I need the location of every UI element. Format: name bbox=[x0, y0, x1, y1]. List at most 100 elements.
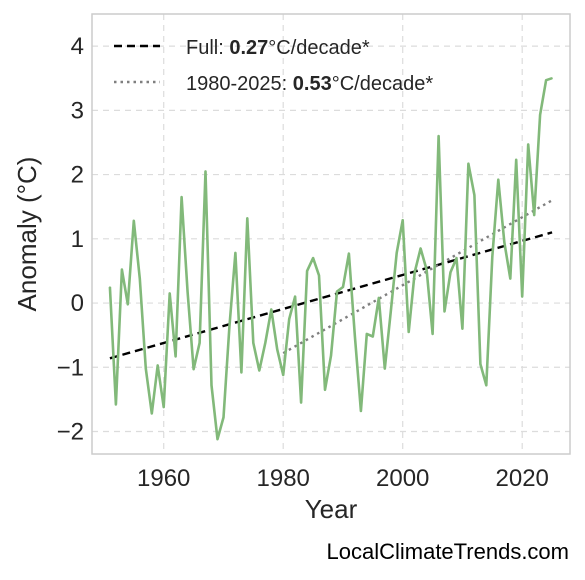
x-tick-label: 1980 bbox=[257, 465, 310, 492]
data-point bbox=[174, 355, 177, 358]
data-point bbox=[139, 277, 141, 280]
data-point bbox=[533, 214, 535, 216]
legend-label-full: Full: 0.27°C/decade* bbox=[186, 37, 370, 59]
data-point bbox=[509, 277, 512, 280]
legend: Full: 0.27°C/decade* 1980-2025: 0.53°C/d… bbox=[114, 37, 433, 95]
data-point bbox=[485, 384, 488, 387]
data-point bbox=[443, 310, 446, 313]
data-point bbox=[413, 271, 416, 274]
data-point bbox=[282, 374, 285, 376]
data-point bbox=[348, 252, 350, 255]
data-series bbox=[108, 76, 553, 441]
data-point bbox=[360, 410, 362, 412]
data-point bbox=[276, 348, 279, 351]
data-point bbox=[395, 252, 398, 254]
data-point bbox=[306, 270, 308, 272]
data-point bbox=[378, 297, 380, 299]
data-point bbox=[198, 342, 201, 344]
data-point bbox=[264, 342, 267, 344]
y-tick-label: 4 bbox=[71, 33, 84, 60]
legend-recent-value: 0.53 bbox=[293, 73, 332, 95]
data-point bbox=[258, 369, 261, 372]
tick-labels: 1960 1980 2000 2020 −2 −1 0 1 2 3 4 bbox=[57, 33, 549, 492]
x-tick-label: 2000 bbox=[376, 465, 429, 492]
data-point bbox=[455, 257, 458, 259]
data-point bbox=[121, 268, 123, 271]
data-point bbox=[491, 256, 494, 258]
y-tick-label: 1 bbox=[71, 226, 84, 253]
data-point bbox=[437, 135, 440, 137]
data-point bbox=[156, 364, 159, 367]
data-point bbox=[389, 310, 392, 313]
y-tick-label: 3 bbox=[71, 97, 84, 124]
data-point bbox=[521, 295, 523, 298]
data-point bbox=[342, 286, 344, 288]
data-point bbox=[366, 333, 368, 335]
data-point bbox=[431, 333, 434, 335]
data-point bbox=[539, 114, 541, 116]
legend-recent-suffix: °C/decade* bbox=[332, 73, 434, 95]
y-tick-label: 0 bbox=[71, 290, 84, 317]
y-tick-label: 2 bbox=[71, 162, 84, 189]
data-point bbox=[288, 318, 290, 320]
data-point bbox=[186, 291, 189, 293]
data-point bbox=[109, 286, 111, 288]
data-point bbox=[210, 384, 213, 387]
y-tick-label: −2 bbox=[57, 419, 84, 446]
x-axis-title: Year bbox=[305, 494, 358, 524]
data-point bbox=[497, 178, 500, 181]
site-attribution: LocalClimateTrends.com bbox=[326, 539, 570, 564]
data-point bbox=[425, 268, 428, 271]
data-point bbox=[144, 367, 147, 370]
data-point bbox=[168, 292, 171, 295]
data-point bbox=[180, 196, 183, 198]
x-tick-label: 2020 bbox=[496, 465, 549, 492]
data-point bbox=[383, 367, 386, 370]
data-point bbox=[246, 217, 249, 220]
plot-frame bbox=[91, 13, 571, 455]
data-point bbox=[252, 342, 255, 344]
data-point bbox=[270, 308, 273, 311]
data-point bbox=[527, 143, 529, 146]
trend-line-full bbox=[109, 231, 553, 360]
data-point bbox=[133, 220, 135, 222]
legend-label-recent: 1980-2025: 0.53°C/decade* bbox=[186, 73, 433, 95]
data-point bbox=[216, 438, 219, 441]
data-point bbox=[479, 363, 482, 365]
data-point bbox=[551, 77, 553, 80]
data-point bbox=[192, 368, 195, 371]
data-point bbox=[401, 219, 404, 221]
data-point bbox=[449, 271, 452, 274]
data-point bbox=[461, 327, 464, 330]
data-point bbox=[204, 170, 207, 173]
data-point bbox=[240, 371, 243, 374]
data-point bbox=[312, 257, 314, 259]
data-point bbox=[515, 159, 518, 161]
data-point bbox=[222, 416, 225, 419]
trend-lines bbox=[109, 199, 553, 360]
data-point bbox=[336, 290, 338, 293]
x-tick-label: 1960 bbox=[137, 465, 190, 492]
data-point bbox=[318, 274, 320, 277]
y-axis-title: Anomaly (°C) bbox=[12, 157, 42, 312]
legend-full-value: 0.27 bbox=[229, 37, 268, 59]
data-point bbox=[330, 354, 332, 357]
trend-line-recent bbox=[282, 199, 553, 355]
y-tick-label: −1 bbox=[57, 354, 84, 381]
legend-full-prefix: Full: bbox=[186, 37, 229, 59]
data-point bbox=[162, 406, 165, 408]
data-point bbox=[473, 194, 476, 196]
data-point bbox=[294, 295, 296, 298]
data-point bbox=[407, 331, 410, 333]
legend-recent-prefix: 1980-2025: bbox=[186, 73, 293, 95]
data-point bbox=[419, 247, 422, 250]
data-point bbox=[354, 335, 356, 338]
data-point bbox=[115, 403, 117, 406]
data-point bbox=[545, 79, 547, 81]
legend-full-suffix: °C/decade* bbox=[268, 37, 370, 59]
data-point bbox=[234, 252, 237, 254]
data-point bbox=[300, 401, 302, 404]
data-point bbox=[127, 303, 129, 306]
data-point bbox=[372, 335, 374, 338]
